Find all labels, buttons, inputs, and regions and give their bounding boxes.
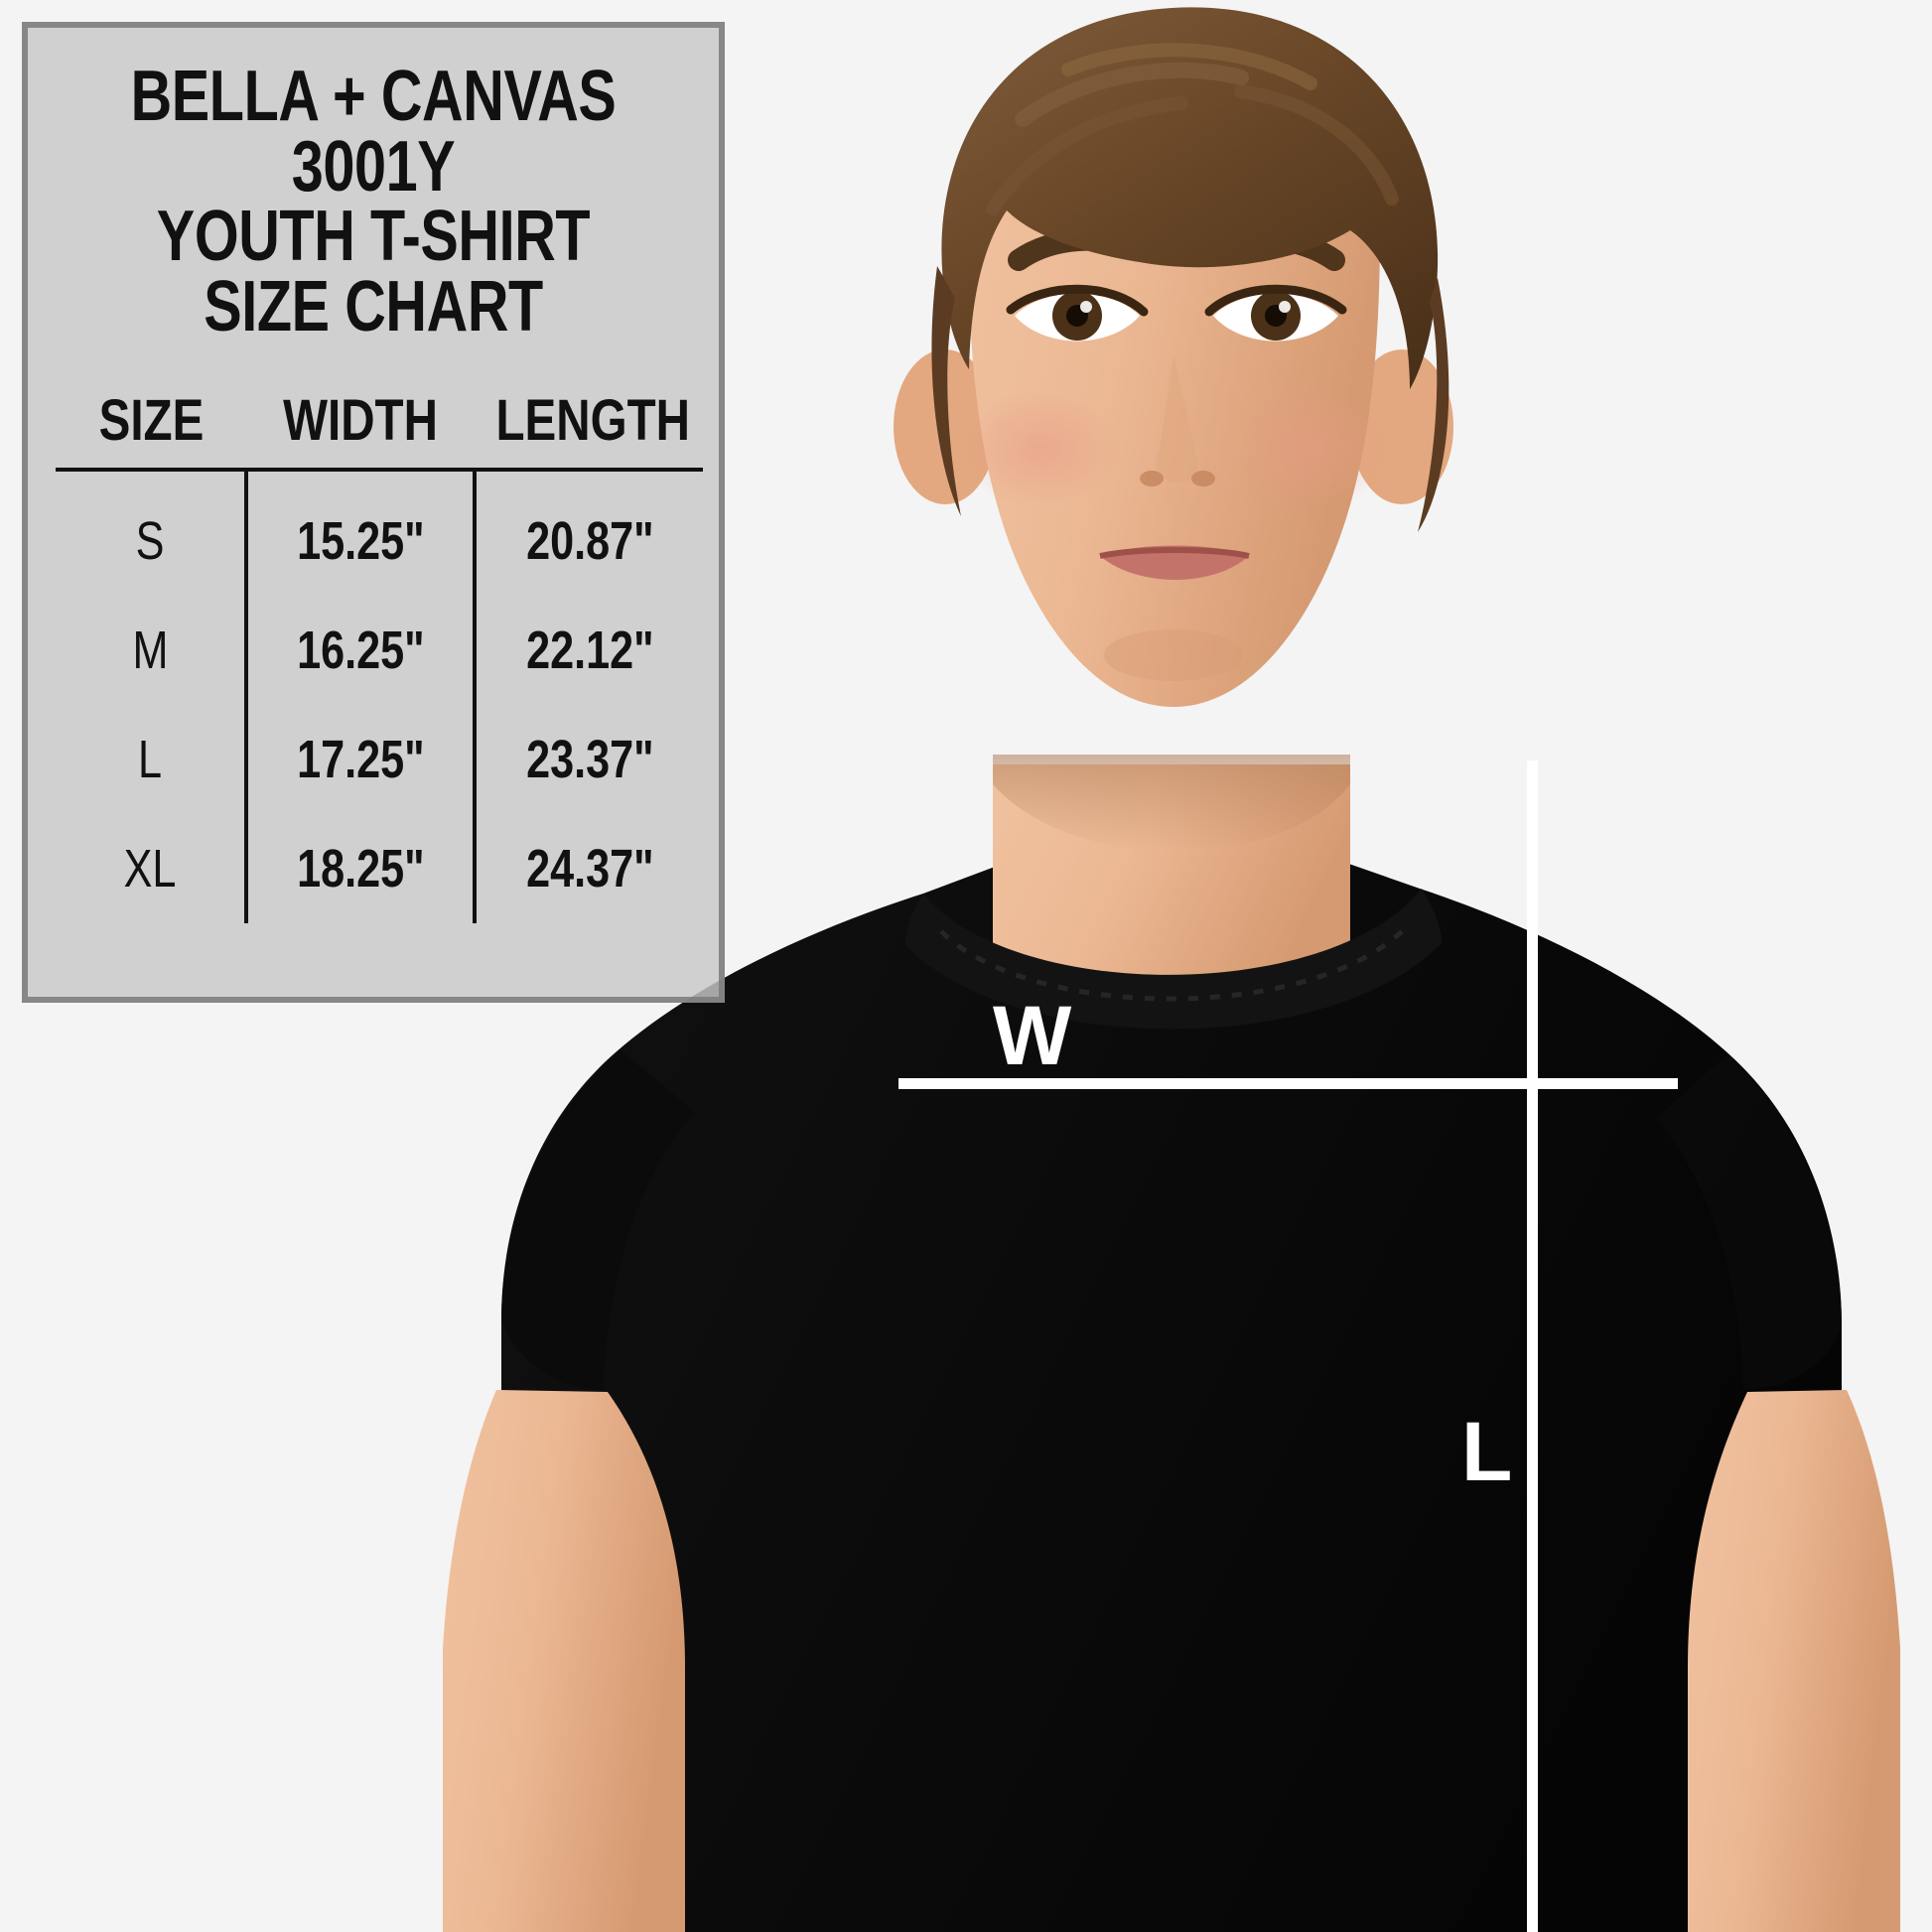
- cell-size-value: XL: [123, 839, 177, 899]
- column-header-size-label: SIZE: [98, 388, 204, 454]
- width-measure-label: W: [993, 989, 1072, 1082]
- cell-width: 18.25": [244, 814, 475, 924]
- size-chart-table-wrap: SIZE WIDTH LENGTH S 15.25" 20.87" M 16.2…: [56, 387, 703, 924]
- table-row: XL 18.25" 24.37": [56, 814, 703, 924]
- column-header-length: LENGTH: [475, 387, 703, 470]
- cell-size: L: [56, 705, 246, 814]
- column-header-width: WIDTH: [246, 387, 475, 470]
- cell-length: 20.87": [473, 470, 703, 597]
- column-header-size: SIZE: [56, 387, 246, 470]
- cell-width: 17.25": [244, 705, 475, 815]
- cell-length: 22.12": [473, 596, 703, 706]
- cell-size-value: S: [135, 511, 165, 572]
- cell-length-value: 24.37": [525, 839, 654, 899]
- width-measure-line: [898, 1078, 1678, 1089]
- cell-width-value: 17.25": [296, 730, 425, 790]
- cell-size: XL: [56, 814, 246, 923]
- length-measure-label: L: [1461, 1405, 1513, 1498]
- cell-width-value: 16.25": [296, 621, 425, 681]
- cell-size: S: [56, 470, 246, 596]
- cell-size-value: M: [131, 621, 168, 681]
- cell-width-value: 18.25": [296, 839, 425, 899]
- cell-length-value: 20.87": [525, 511, 654, 572]
- table-body: S 15.25" 20.87" M 16.25" 22.12" L 17.25"…: [56, 470, 703, 924]
- cell-width: 16.25": [244, 596, 475, 706]
- table-row: S 15.25" 20.87": [56, 470, 703, 597]
- table-row: L 17.25" 23.37": [56, 705, 703, 815]
- cell-length: 23.37": [473, 705, 703, 815]
- size-chart-table: SIZE WIDTH LENGTH S 15.25" 20.87" M 16.2…: [56, 387, 703, 924]
- cell-size: M: [56, 596, 246, 705]
- column-header-width-label: WIDTH: [283, 388, 438, 454]
- size-chart-panel: BELLA + CANVAS 3001Y YOUTH T-SHIRT SIZE …: [22, 22, 725, 1003]
- cell-width: 15.25": [244, 470, 475, 597]
- cell-length-value: 22.12": [525, 621, 654, 681]
- column-header-length-label: LENGTH: [495, 388, 690, 454]
- cell-length: 24.37": [473, 814, 703, 924]
- cell-width-value: 15.25": [296, 511, 425, 572]
- cell-length-value: 23.37": [525, 730, 654, 790]
- cell-size-value: L: [137, 730, 163, 790]
- table-header-row: SIZE WIDTH LENGTH: [56, 387, 703, 471]
- table-header: SIZE WIDTH LENGTH: [56, 387, 703, 471]
- length-measure-line: [1527, 760, 1538, 1932]
- table-row: M 16.25" 22.12": [56, 596, 703, 706]
- page-title: BELLA + CANVAS 3001Y YOUTH T-SHIRT SIZE …: [130, 57, 617, 346]
